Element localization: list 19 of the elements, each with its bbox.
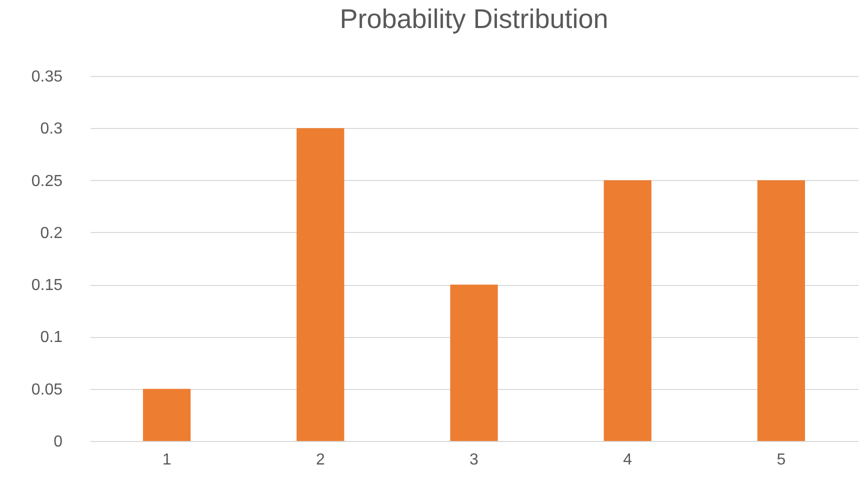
x-tick-label: 1 <box>162 452 172 468</box>
bar <box>142 388 191 441</box>
x-tick-label: 4 <box>623 452 632 468</box>
bar <box>296 128 344 441</box>
y-tick-label: 0 <box>54 434 63 450</box>
chart-title: Probability Distribution <box>340 4 608 34</box>
x-tick-label: 3 <box>470 452 479 468</box>
y-tick-label: 0.3 <box>40 120 63 138</box>
bar <box>604 180 652 441</box>
y-tick-label: 0.35 <box>31 68 63 86</box>
y-tick-label: 0.15 <box>31 277 63 294</box>
x-tick-label: 2 <box>316 452 325 468</box>
y-tick-label: 0.2 <box>40 224 63 242</box>
bar <box>450 284 498 441</box>
bar <box>757 180 806 441</box>
y-tick-label: 0.25 <box>31 172 63 190</box>
y-tick-label: 0.1 <box>40 329 63 346</box>
y-tick-label: 0.05 <box>31 381 63 398</box>
x-tick-label: 5 <box>776 452 786 468</box>
